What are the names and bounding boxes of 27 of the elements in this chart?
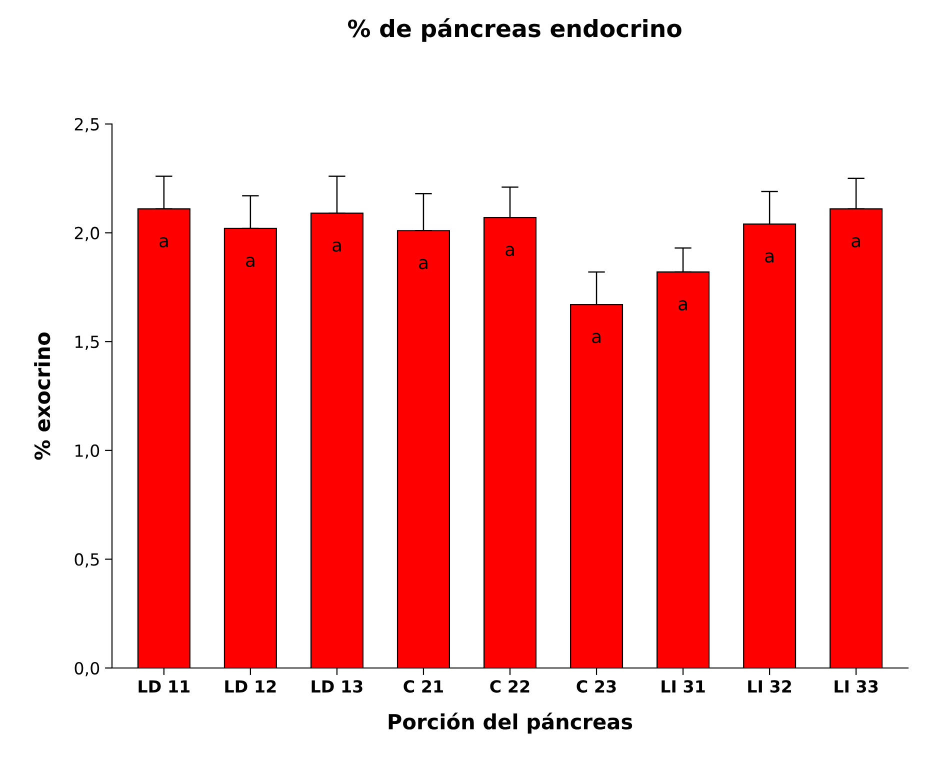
y-tick-label: 0,0 [74, 662, 100, 676]
x-tick-label: LI 32 [748, 680, 792, 693]
annotation: a [419, 258, 428, 270]
annotation: a [765, 252, 774, 263]
y-tick-label: 1,0 [76, 444, 100, 459]
annotation: a [332, 241, 341, 252]
x-tick-label: C 22 [490, 680, 530, 693]
x-tick-label: LD 12 [225, 680, 276, 692]
x-axis-title: Porción del páncreas [388, 712, 632, 734]
x-tick-label: C 23 [576, 680, 616, 693]
x-tick-label: LI 33 [834, 680, 878, 693]
x-tick-label: LI 31 [662, 680, 705, 693]
y-tick-label: 1,5 [76, 336, 99, 350]
x-tick-label: LD 11 [138, 680, 190, 692]
y-tick-label: 2,0 [74, 226, 100, 242]
chart-title: % de páncreas endocrino [348, 18, 682, 42]
annotation: a [246, 256, 254, 268]
annotation: a [159, 237, 168, 248]
x-tick-label: C 21 [404, 680, 443, 693]
annotation: a [678, 300, 687, 311]
annotation: a [506, 246, 514, 256]
x-tick-label: LD 13 [312, 680, 362, 693]
y-tick-label: 0,5 [74, 553, 99, 568]
annotation: a [852, 237, 860, 248]
annotation: a [592, 332, 600, 344]
y-tick-label: 2,5 [74, 118, 99, 132]
y-axis-title: % exocrino [34, 332, 50, 460]
